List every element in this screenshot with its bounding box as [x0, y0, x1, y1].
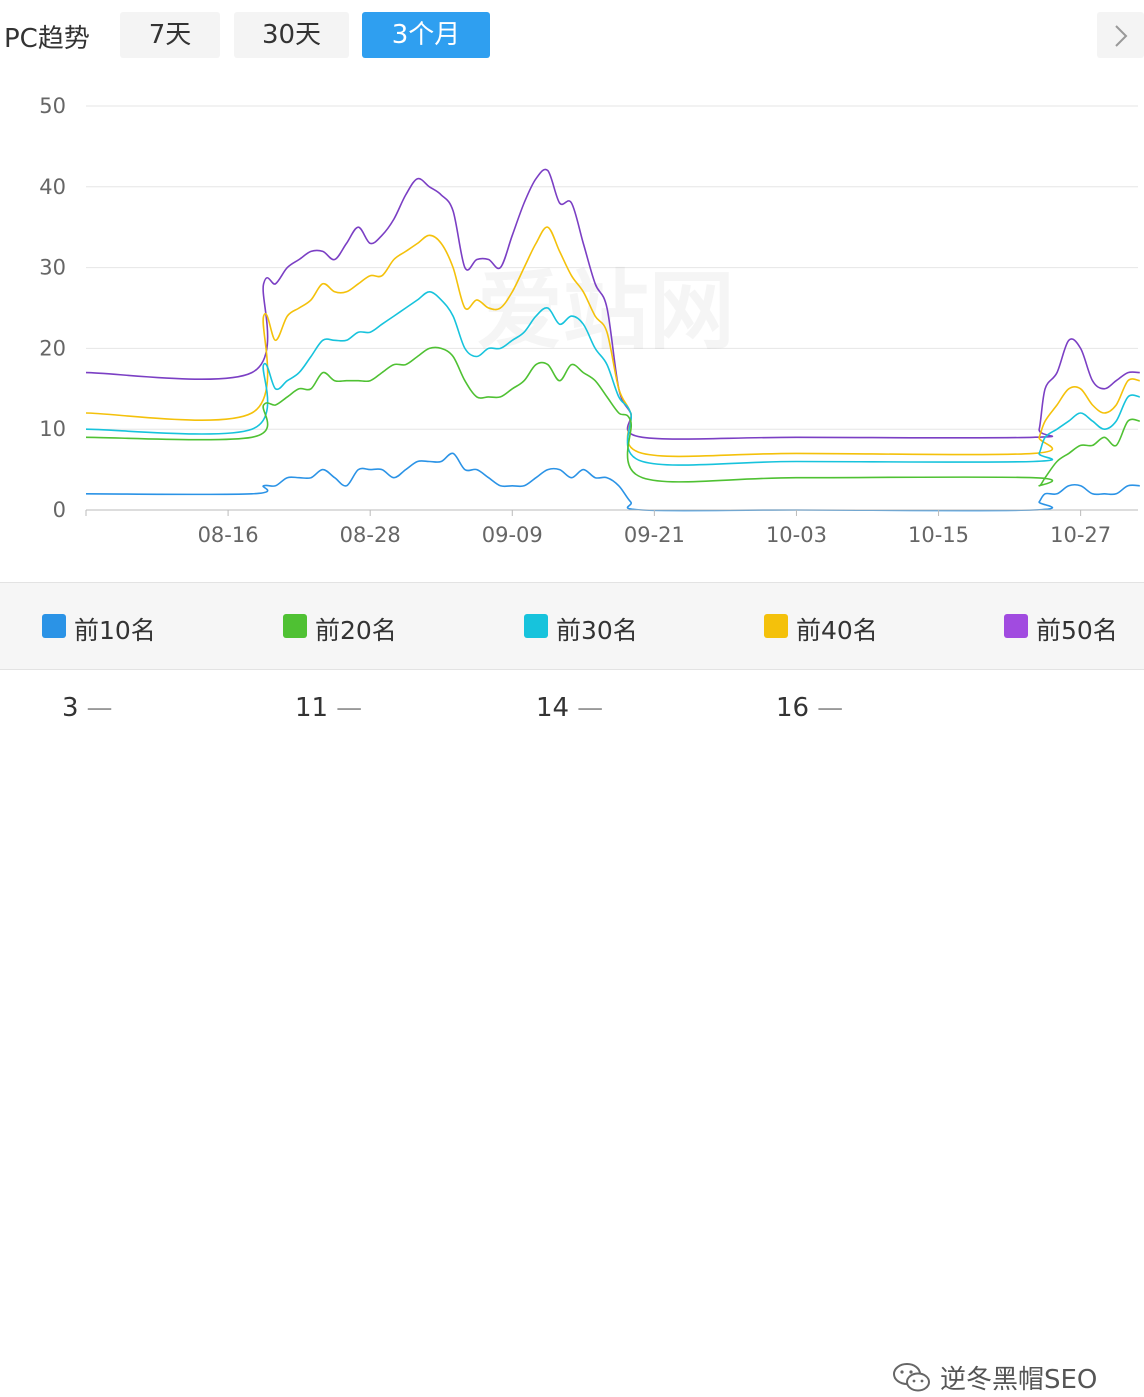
chart-series: [85, 168, 1140, 512]
range-30d-button[interactable]: 30天: [234, 12, 349, 58]
trend-chart: 爱站网 0 10 20 30 40 50 08-16 08-28 09-09 09-21 10-03…: [39, 94, 1140, 547]
summary-value-top40: 16—: [776, 693, 843, 723]
legend-swatch: [524, 614, 548, 638]
x-tick-label: 10-15: [908, 523, 969, 547]
range-7d-button[interactable]: 7天: [120, 12, 220, 58]
summary-value-top10: 3—: [62, 693, 113, 723]
value-trend: —: [817, 693, 844, 723]
section-title: PC趋势: [4, 24, 90, 54]
x-tick-label: 10-03: [766, 523, 827, 547]
legend-swatch: [764, 614, 788, 638]
series-line: [85, 291, 1140, 466]
value-number: 16: [776, 693, 810, 723]
value-number: 14: [536, 693, 570, 723]
y-tick-label: 10: [39, 417, 66, 441]
chart-watermark: 爱站网: [477, 261, 735, 361]
range-3m-button[interactable]: 3个月: [362, 12, 490, 58]
value-trend: —: [577, 693, 604, 723]
legend-label: 前40名: [796, 616, 878, 645]
y-tick-label: 20: [39, 336, 66, 360]
series-line: [85, 168, 1140, 440]
next-button[interactable]: [1097, 12, 1144, 58]
value-trend: —: [336, 693, 363, 723]
legend-swatch: [1004, 614, 1028, 638]
y-tick-label: 50: [39, 94, 66, 118]
series-line: [85, 226, 1140, 458]
series-line: [85, 452, 1140, 512]
wechat-icon: [893, 1363, 930, 1392]
legend-swatch: [42, 614, 66, 638]
series-line: [85, 346, 1140, 487]
chart-legend: 前10名 前20名 前30名 前40名 前50名: [0, 582, 1144, 670]
chart-gridlines: [86, 105, 1138, 430]
legend-label: 前10名: [74, 616, 156, 645]
y-tick-label: 40: [39, 175, 66, 199]
legend-swatch: [283, 614, 307, 638]
legend-label: 前20名: [315, 616, 397, 645]
summary-value-top30: 14—: [536, 693, 603, 723]
x-tick-label: 08-28: [340, 523, 401, 547]
x-tick-label: 08-16: [198, 523, 259, 547]
legend-label: 前50名: [1036, 616, 1118, 645]
x-tick-label: 09-09: [482, 523, 543, 547]
trend-header: PC趋势 7天 30天 3个月: [0, 0, 1144, 70]
watermark-text: 逆冬黑帽SEO: [940, 1365, 1098, 1395]
y-tick-label: 30: [39, 256, 66, 280]
value-trend: —: [86, 693, 113, 723]
value-number: 11: [295, 693, 329, 723]
value-number: 3: [62, 693, 79, 723]
y-tick-label: 0: [53, 498, 66, 522]
x-tick-label: 10-27: [1050, 523, 1111, 547]
chevron-right-icon: [1115, 25, 1128, 47]
x-tick-label: 09-21: [624, 523, 685, 547]
summary-values: 3— 11— 14— 16— 逆冬黑帽SEO: [0, 669, 1144, 1395]
summary-value-top20: 11—: [295, 693, 362, 723]
chart-axes: 0 10 20 30 40 50 08-16 08-28 09-09 09-21 10-03 10-1…: [39, 94, 1138, 547]
legend-label: 前30名: [556, 616, 638, 645]
